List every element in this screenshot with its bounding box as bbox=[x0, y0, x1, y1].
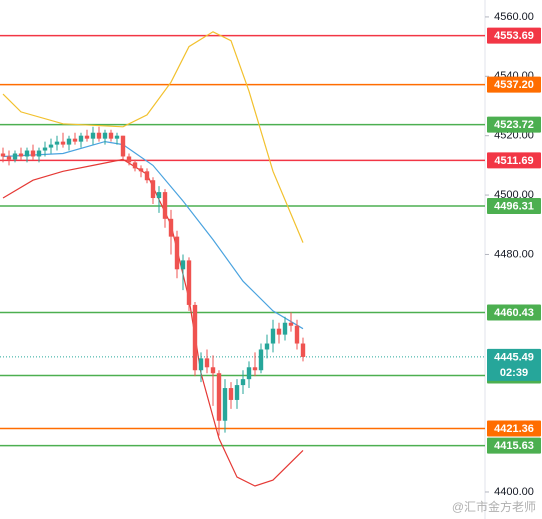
band-line bbox=[2, 158, 304, 487]
candle-body bbox=[48, 144, 54, 148]
level-label: 4511.69 bbox=[494, 155, 533, 167]
level-label-box bbox=[487, 27, 541, 44]
candle-body bbox=[288, 322, 294, 326]
level-label: 4496.31 bbox=[494, 200, 534, 212]
candle-body bbox=[168, 218, 174, 237]
candle-body bbox=[282, 322, 288, 335]
candle-body bbox=[216, 373, 222, 421]
candle-body bbox=[222, 388, 228, 421]
candle-body bbox=[144, 171, 150, 181]
level-label: 4537.20 bbox=[494, 79, 534, 91]
candle-body bbox=[156, 192, 162, 199]
level-label: 4421.36 bbox=[494, 423, 534, 435]
candle-body bbox=[6, 156, 12, 160]
candle-body bbox=[18, 153, 24, 157]
candle-body bbox=[228, 388, 234, 400]
candle-body bbox=[30, 150, 36, 157]
candle-body bbox=[54, 141, 60, 145]
y-tick-label: 4500.00 bbox=[494, 189, 534, 201]
candle-body bbox=[114, 135, 120, 139]
candle-body bbox=[270, 328, 276, 344]
level-label-box bbox=[487, 304, 541, 321]
last-price-label: 4445.49 bbox=[494, 351, 534, 363]
candle-body bbox=[234, 385, 240, 400]
candle-body bbox=[90, 132, 96, 139]
candle-body bbox=[12, 153, 18, 160]
level-label-box bbox=[487, 152, 541, 169]
level-label: 4553.69 bbox=[494, 30, 534, 42]
candle-body bbox=[120, 135, 126, 157]
countdown-label: 02:39 bbox=[500, 367, 528, 379]
candle-body bbox=[60, 141, 66, 145]
candle-body bbox=[132, 162, 138, 169]
candle-body bbox=[294, 325, 300, 344]
candle-body bbox=[198, 358, 204, 371]
candle-body bbox=[204, 358, 210, 368]
band-line bbox=[2, 140, 304, 330]
band-line bbox=[2, 31, 304, 243]
candle-body bbox=[96, 132, 102, 139]
candle-body bbox=[36, 150, 42, 157]
last-price-box bbox=[487, 348, 541, 381]
candle-body bbox=[252, 367, 258, 371]
candle-body bbox=[78, 135, 84, 142]
y-tick-label: 4480.00 bbox=[494, 248, 534, 260]
candle-body bbox=[192, 304, 198, 371]
candle-body bbox=[174, 236, 180, 270]
y-tick-label: 4560.00 bbox=[494, 11, 534, 23]
candle-body bbox=[264, 343, 270, 350]
candle-body bbox=[258, 349, 264, 371]
level-label: 4415.63 bbox=[494, 440, 534, 452]
level-label-box bbox=[487, 420, 541, 437]
candle-body bbox=[246, 367, 252, 380]
candle-body bbox=[150, 180, 156, 199]
level-label-box bbox=[487, 76, 541, 93]
candle-body bbox=[102, 132, 108, 139]
candle-body bbox=[186, 260, 192, 305]
candle-body bbox=[162, 192, 168, 219]
candle-body bbox=[300, 343, 306, 357]
candle-body bbox=[24, 150, 30, 157]
level-label: 4460.43 bbox=[494, 307, 534, 319]
candle-body bbox=[240, 379, 246, 386]
candle-body bbox=[108, 132, 114, 139]
level-label-box bbox=[487, 198, 541, 215]
level-label-box bbox=[487, 437, 541, 454]
candle-body bbox=[42, 147, 48, 151]
candle-body bbox=[84, 135, 90, 139]
candle-body bbox=[66, 138, 72, 145]
candle-body bbox=[0, 153, 6, 157]
candle-body bbox=[126, 156, 132, 163]
level-label: 4523.72 bbox=[494, 119, 534, 131]
y-tick-label: 4400.00 bbox=[494, 486, 534, 498]
candle-body bbox=[210, 367, 216, 374]
watermark: @汇市金方老师 bbox=[452, 499, 536, 514]
candle-body bbox=[180, 260, 186, 270]
level-label-box bbox=[487, 116, 541, 133]
candle-body bbox=[72, 138, 78, 142]
candle-body bbox=[138, 168, 144, 172]
candle-body bbox=[276, 328, 282, 335]
